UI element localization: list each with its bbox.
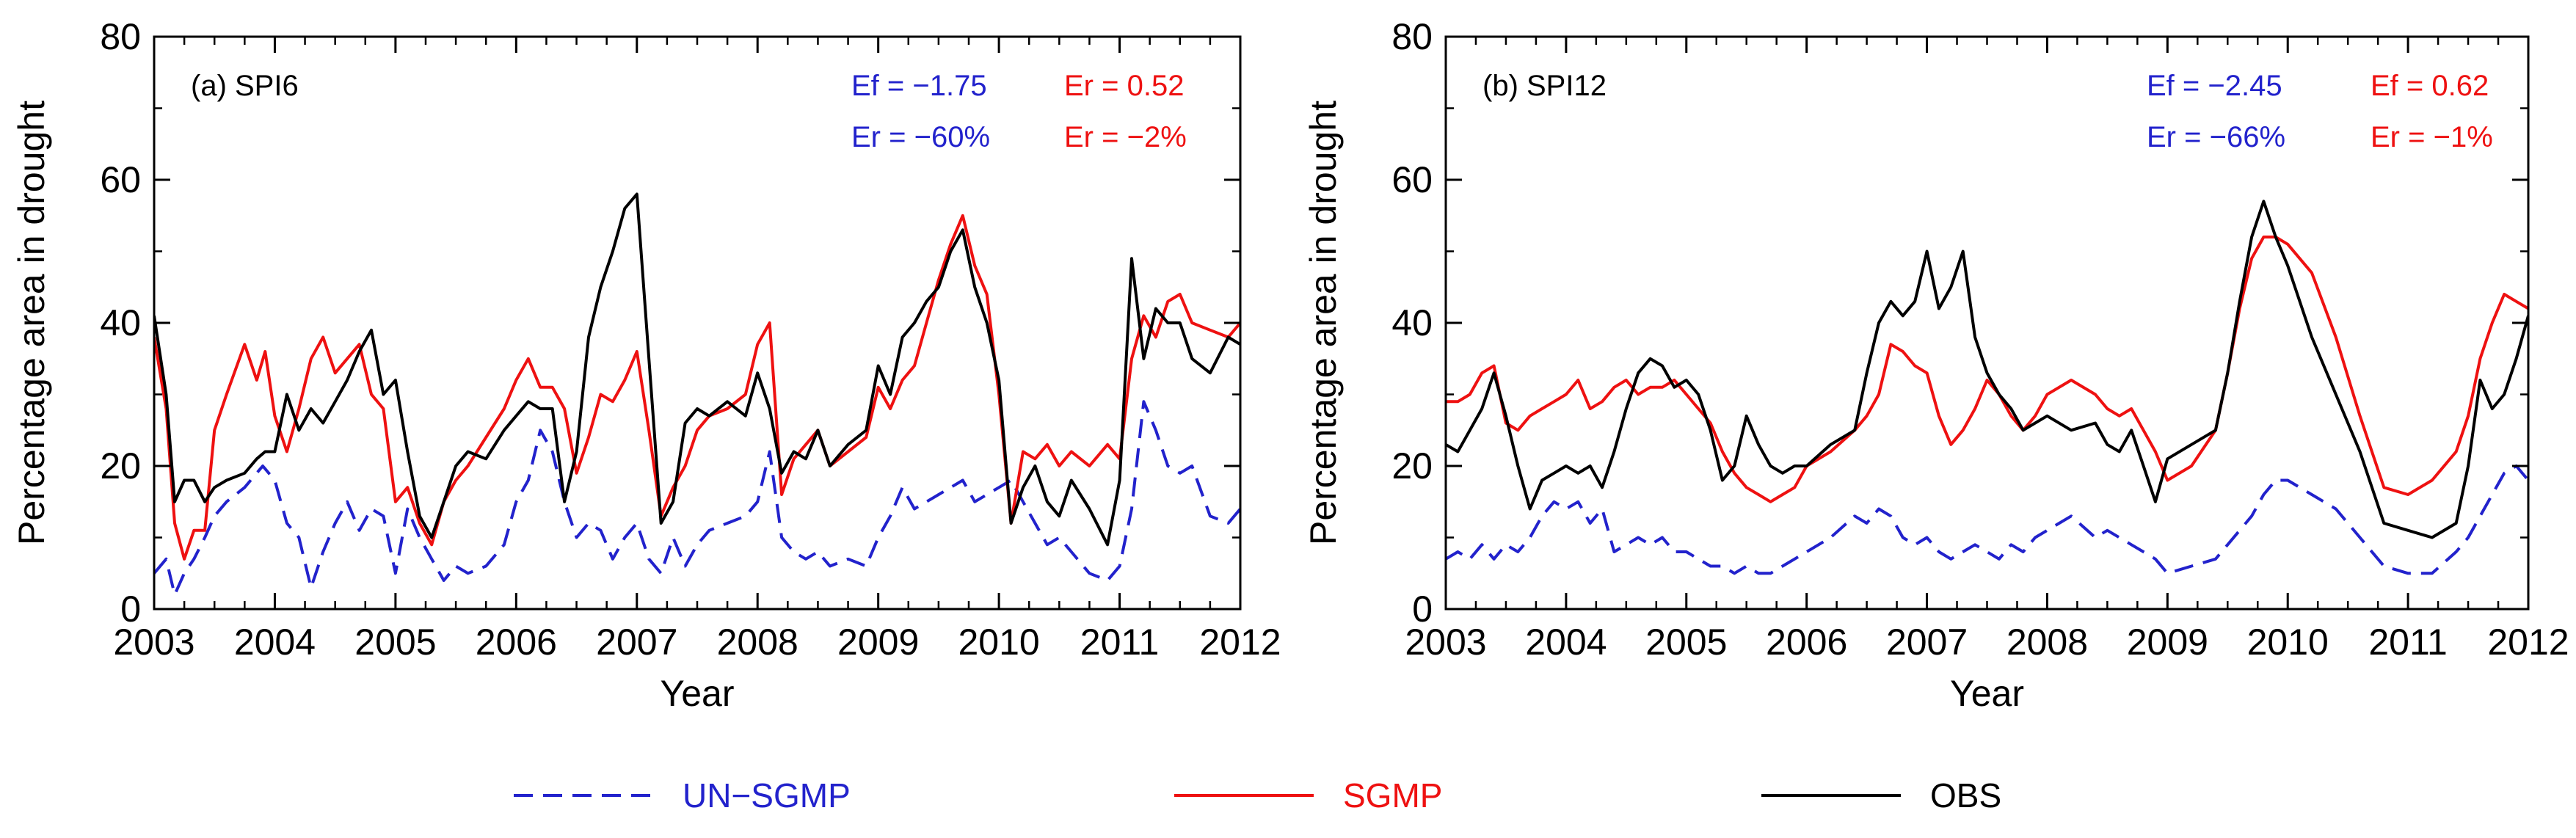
stat-sgmp-row1: Ef = 0.62	[2371, 70, 2489, 102]
y-tick-label: 80	[100, 16, 141, 57]
x-tick-label: 2003	[1405, 622, 1486, 663]
x-axis-title: Year	[660, 673, 734, 714]
y-tick-label: 20	[100, 445, 141, 487]
x-tick-label: 2004	[234, 622, 316, 663]
x-tick-label: 2005	[1645, 622, 1727, 663]
panel-label: (b) SPI12	[1482, 70, 1607, 102]
series-line-sgmp	[154, 214, 1240, 561]
panel-label: (a) SPI6	[191, 70, 299, 102]
plot-frame	[1444, 35, 2530, 611]
x-tick-label: 2009	[837, 622, 919, 663]
y-tick-label: 0	[1412, 589, 1433, 630]
x-tick-label: 2011	[2368, 622, 2448, 663]
x-tick-label: 2010	[2247, 622, 2329, 663]
legend: UN−SGMP SGMP OBS	[514, 776, 2001, 815]
panel-b-spi12: 2003 2004 2005 2006 2007 2008 2009 2010 2011 2012…	[1303, 16, 2569, 714]
y-tick-label: 60	[100, 159, 141, 200]
series-line-un-sgmp	[154, 400, 1240, 597]
x-tick-label: 2007	[1886, 622, 1968, 663]
stat-un-sgmp-row2: Er = −60%	[851, 121, 990, 153]
stat-un-sgmp-row2: Er = −66%	[2147, 121, 2285, 153]
x-tick-label: 2011	[1080, 622, 1160, 663]
y-tick-label: 40	[100, 302, 141, 343]
x-tick-label: 2010	[958, 622, 1039, 663]
legend-label-sgmp: SGMP	[1343, 776, 1442, 815]
legend-label-obs: OBS	[1930, 776, 2001, 815]
x-tick-label: 2004	[1525, 622, 1607, 663]
series-line-sgmp	[1446, 236, 2528, 503]
stat-un-sgmp-row1: Ef = −2.45	[2147, 70, 2282, 102]
y-tick-label: 40	[1391, 302, 1433, 343]
x-tick-label: 2009	[2127, 622, 2208, 663]
y-tick-label: 80	[1391, 16, 1433, 57]
y-axis-title: Percentage area in drought	[11, 101, 52, 545]
panel-a-spi6: 2003 2004 2005 2006 2007 2008 2009 2010 2011 2012…	[11, 16, 1281, 714]
series-line-un-sgmp	[1446, 464, 2528, 575]
y-tick-label: 60	[1391, 159, 1433, 200]
y-tick-label: 20	[1391, 445, 1433, 487]
y-tick-label: 0	[120, 589, 141, 630]
stat-sgmp-row2: Er = −2%	[1064, 121, 1187, 153]
x-tick-label: 2005	[354, 622, 436, 663]
x-axis-title: Year	[1950, 673, 2024, 714]
stat-sgmp-row2: Er = −1%	[2371, 121, 2493, 153]
x-tick-label: 2006	[476, 622, 557, 663]
series-line-obs	[1446, 200, 2528, 539]
series-line-obs	[154, 192, 1240, 547]
x-tick-label: 2006	[1766, 622, 1847, 663]
x-tick-label: 2007	[596, 622, 677, 663]
x-tick-label: 2003	[113, 622, 194, 663]
x-tick-label: 2008	[2006, 622, 2088, 663]
legend-label-un-sgmp: UN−SGMP	[683, 776, 851, 815]
x-tick-label: 2012	[1199, 622, 1281, 663]
y-axis-title: Percentage area in drought	[1303, 101, 1344, 545]
x-tick-label: 2008	[717, 622, 798, 663]
stat-sgmp-row1: Er = 0.52	[1064, 70, 1184, 102]
stat-un-sgmp-row1: Ef = −1.75	[851, 70, 987, 102]
x-tick-label: 2012	[2487, 622, 2569, 663]
